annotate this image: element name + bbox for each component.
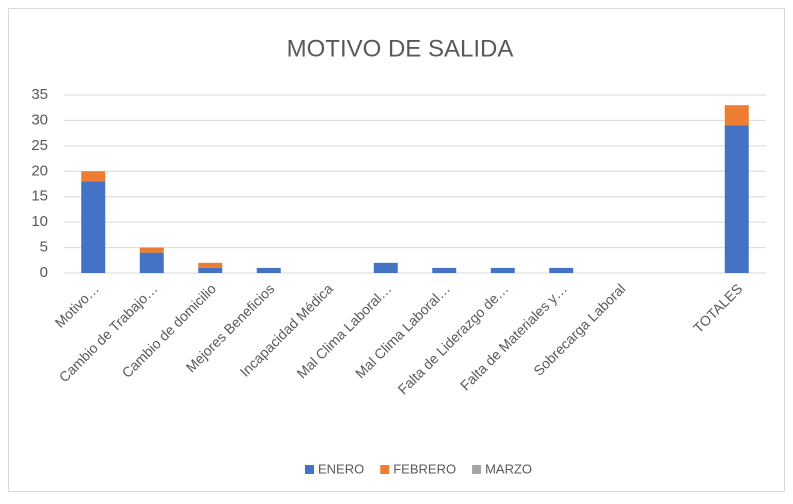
y-tick-label: 30 xyxy=(31,111,48,128)
bar-segment xyxy=(549,267,574,273)
legend-swatch xyxy=(472,465,482,474)
bar-segment xyxy=(724,105,749,126)
chart-border xyxy=(8,8,785,492)
legend-label: ENERO xyxy=(318,461,364,476)
legend-label: MARZO xyxy=(485,461,532,476)
bar-segment xyxy=(198,262,223,268)
bar-segment xyxy=(724,125,749,273)
y-tick-label: 35 xyxy=(31,86,48,103)
chart-title: MOTIVO DE SALIDA xyxy=(287,35,514,62)
legend-swatch xyxy=(380,465,390,474)
bar-segment xyxy=(139,252,164,273)
bar-segment xyxy=(139,247,164,253)
bar-segment xyxy=(256,267,281,273)
bar-segment xyxy=(81,171,106,182)
y-tick-label: 25 xyxy=(31,137,48,154)
bar-segment xyxy=(81,181,106,273)
y-tick-label: 5 xyxy=(40,239,48,256)
bar-segment xyxy=(198,267,223,273)
y-tick-label: 20 xyxy=(31,162,48,179)
legend-swatch xyxy=(305,465,314,474)
bar-segment xyxy=(373,262,398,273)
y-tick-label: 0 xyxy=(40,264,48,281)
bar-segment xyxy=(432,267,457,273)
y-tick-label: 15 xyxy=(31,188,48,205)
legend-label: FEBRERO xyxy=(393,461,456,476)
y-tick-label: 10 xyxy=(31,213,48,230)
bar-segment xyxy=(490,267,515,273)
